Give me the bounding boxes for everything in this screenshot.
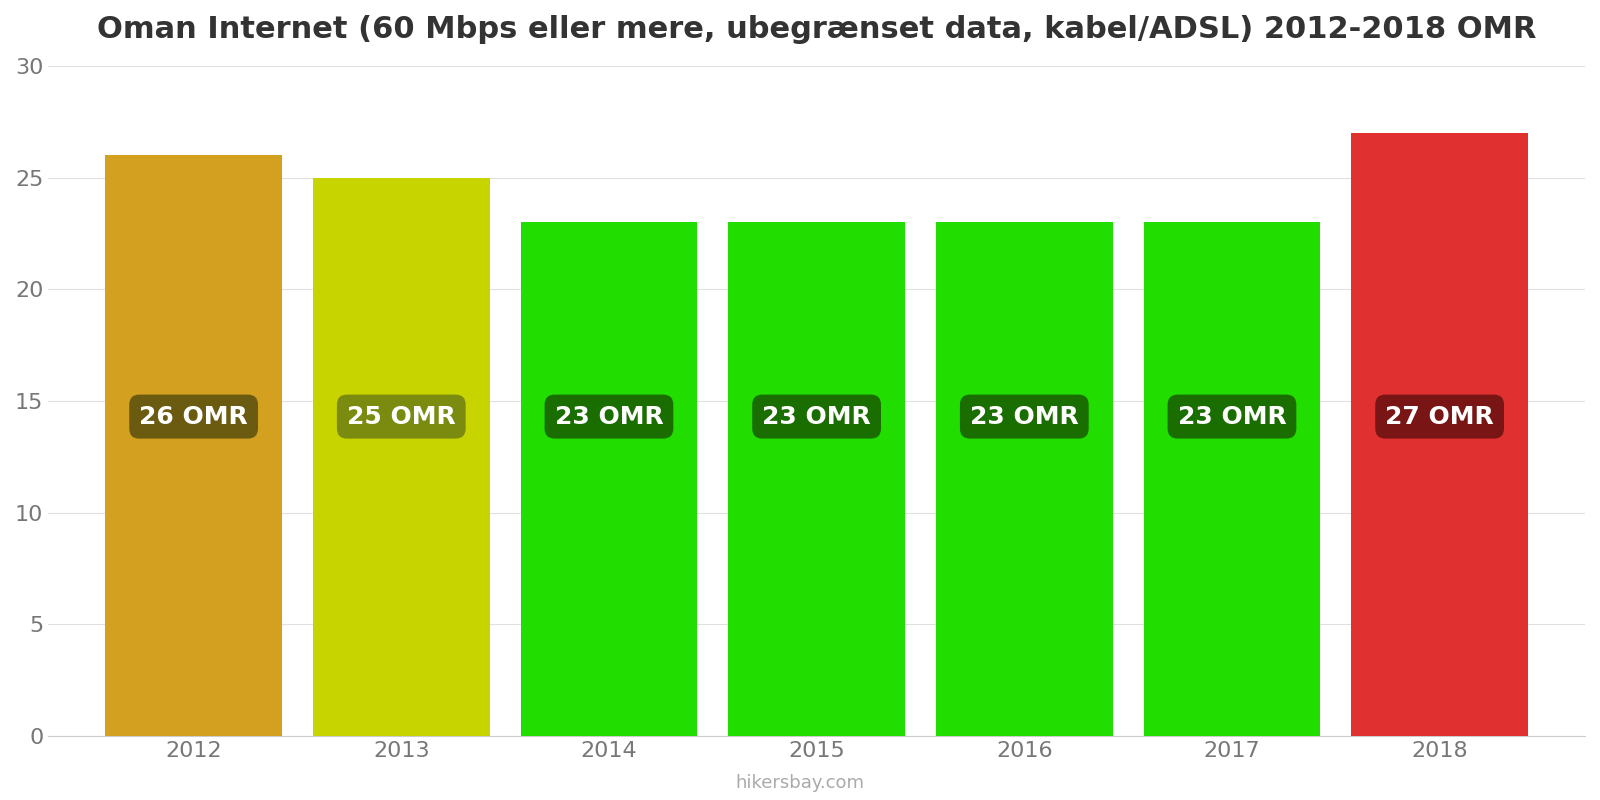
Bar <box>936 222 1112 736</box>
Bar <box>106 155 282 736</box>
Text: 23 OMR: 23 OMR <box>970 405 1078 429</box>
Text: 23 OMR: 23 OMR <box>762 405 870 429</box>
Text: 25 OMR: 25 OMR <box>347 405 456 429</box>
Bar <box>728 222 906 736</box>
Bar <box>1352 133 1528 736</box>
Bar <box>314 178 490 736</box>
Text: 26 OMR: 26 OMR <box>139 405 248 429</box>
Title: Oman Internet (60 Mbps eller mere, ubegrænset data, kabel/ADSL) 2012-2018 OMR: Oman Internet (60 Mbps eller mere, ubegr… <box>98 15 1536 44</box>
Text: hikersbay.com: hikersbay.com <box>736 774 864 792</box>
Bar <box>1144 222 1320 736</box>
Bar <box>520 222 698 736</box>
Text: 23 OMR: 23 OMR <box>1178 405 1286 429</box>
Text: 27 OMR: 27 OMR <box>1386 405 1494 429</box>
Text: 23 OMR: 23 OMR <box>555 405 664 429</box>
